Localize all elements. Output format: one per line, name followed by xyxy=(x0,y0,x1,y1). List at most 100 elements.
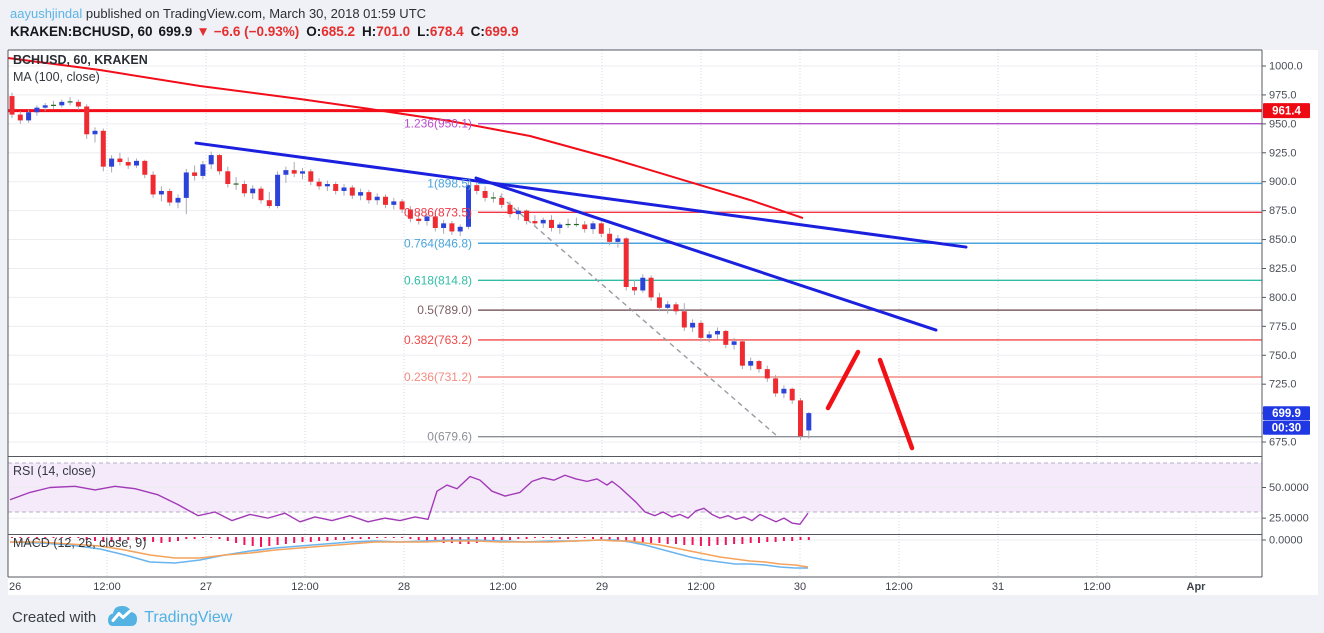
candle-body xyxy=(125,162,131,166)
candle-body xyxy=(266,200,272,206)
last-price-badge xyxy=(1263,406,1310,421)
macd-histogram-bar xyxy=(525,537,528,539)
macd-histogram-bar xyxy=(367,537,370,539)
candle-body xyxy=(51,104,56,106)
price-axis-label: 975.0 xyxy=(1269,89,1297,101)
candle-body xyxy=(349,187,355,196)
rsi-axis-label: 25.0000 xyxy=(1269,513,1309,525)
fib-level-label: 0.764(846.8) xyxy=(404,236,472,250)
macd-histogram-bar xyxy=(426,537,428,541)
close-group: C:699.9 xyxy=(471,24,519,39)
time-axis-label: Apr xyxy=(1187,581,1207,593)
time-axis-label: 12:00 xyxy=(489,581,517,593)
candle-body xyxy=(623,238,629,287)
candle-body xyxy=(192,172,198,176)
candle-body xyxy=(773,378,779,394)
macd-histogram-bar xyxy=(69,537,72,538)
macd-histogram-bar xyxy=(583,537,586,538)
projection-arrow xyxy=(825,349,861,411)
fib-level-label: 0.886(873.5) xyxy=(404,205,472,219)
level-price-badge xyxy=(1263,103,1310,119)
macd-histogram-bar xyxy=(666,537,669,544)
price-axis-label: 900.0 xyxy=(1269,176,1297,188)
countdown-badge xyxy=(1263,420,1310,435)
macd-histogram-bar xyxy=(27,537,30,538)
macd-histogram-bar xyxy=(193,537,196,539)
candle-body xyxy=(640,277,646,291)
candle-body xyxy=(798,400,803,437)
candle-body xyxy=(92,130,98,135)
candle-body xyxy=(241,184,247,194)
candle-body xyxy=(565,223,571,226)
time-axis-label: 31 xyxy=(992,581,1004,593)
price-axis-label: 850.0 xyxy=(1269,234,1297,246)
candle-body xyxy=(100,130,106,167)
candle-body xyxy=(524,210,530,222)
candle-body xyxy=(383,196,388,205)
candle-body xyxy=(590,223,596,230)
candle-body xyxy=(316,181,322,187)
macd-histogram-bar xyxy=(210,537,213,538)
candle-body xyxy=(756,361,762,370)
macd-histogram-bar xyxy=(384,537,387,538)
candle-body xyxy=(731,341,737,345)
candle-body xyxy=(532,221,538,224)
macd-histogram-bar xyxy=(733,537,736,544)
candle-body xyxy=(457,226,463,232)
time-axis-label: 29 xyxy=(596,581,608,593)
macd-histogram-bar xyxy=(110,537,113,542)
candle-body xyxy=(42,105,48,108)
macd-histogram-bar xyxy=(641,537,644,542)
macd-histogram-bar xyxy=(359,537,362,539)
macd-histogram-bar xyxy=(699,537,702,546)
rsi-pane-label: RSI (14, close) xyxy=(13,464,96,478)
byline: aayushjindal published on TradingView.co… xyxy=(10,6,426,21)
price-axis-label: 750.0 xyxy=(1269,350,1297,362)
tradingview-brand-link[interactable]: TradingView xyxy=(144,608,233,626)
candle-body xyxy=(698,322,704,338)
change-arrow-icon: ▼ xyxy=(196,24,210,39)
macd-histogram-bar xyxy=(409,537,412,539)
candle-body xyxy=(764,369,770,379)
candle-body xyxy=(490,197,496,199)
macd-histogram-bar xyxy=(160,537,163,543)
candle-body xyxy=(715,330,720,335)
macd-histogram-bar xyxy=(218,537,221,539)
macd-histogram-bar xyxy=(102,537,105,542)
candle-body xyxy=(706,334,712,338)
candle-body xyxy=(540,219,546,224)
high-label: H: xyxy=(362,24,377,39)
candle-body xyxy=(723,330,729,345)
candle-body xyxy=(598,223,604,234)
candle-body xyxy=(515,210,521,215)
price-axis-label: 775.0 xyxy=(1269,321,1297,333)
low-group: L:678.4 xyxy=(417,24,464,39)
macd-histogram-bar xyxy=(658,537,661,543)
fib-level-label: 0.618(814.8) xyxy=(404,273,472,287)
candle-body xyxy=(632,286,637,291)
macd-histogram-bar xyxy=(741,537,744,544)
macd-histogram-bar xyxy=(11,537,13,538)
macd-histogram-bar xyxy=(251,537,254,546)
candle-body xyxy=(665,304,671,308)
candle-body xyxy=(507,204,513,215)
macd-histogram-bar xyxy=(633,537,636,542)
macd-histogram-bar xyxy=(616,537,619,540)
candle-body xyxy=(656,297,662,308)
macd-histogram-bar xyxy=(52,537,55,538)
candle-body xyxy=(399,201,405,210)
candle-body xyxy=(582,224,588,230)
price-axis-label: 725.0 xyxy=(1269,379,1297,391)
candle-body xyxy=(374,196,380,201)
last-price: 699.9 xyxy=(158,24,193,39)
footer: Created with TradingView xyxy=(12,604,232,631)
macd-histogram-bar xyxy=(766,537,769,542)
macd-histogram-bar xyxy=(749,537,752,543)
candle-body xyxy=(333,184,339,191)
candle-body xyxy=(200,164,206,176)
macd-histogram-bar xyxy=(542,537,545,538)
author-link[interactable]: aayushjindal xyxy=(10,6,83,21)
time-axis-label: 26 xyxy=(9,581,21,593)
candle-body xyxy=(67,101,73,103)
